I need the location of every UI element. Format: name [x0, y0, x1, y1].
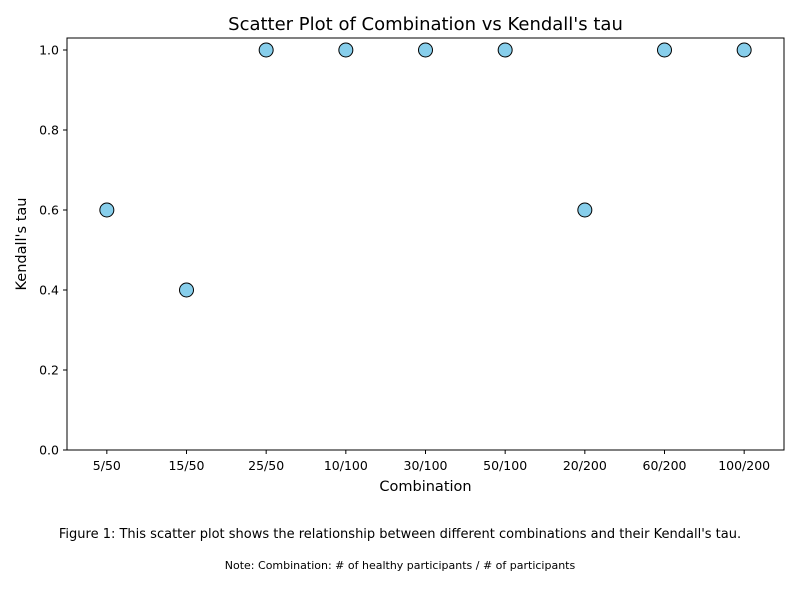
- y-tick-label: 0.2: [39, 363, 59, 378]
- chart-title: Scatter Plot of Combination vs Kendall's…: [228, 14, 623, 35]
- x-tick-label: 10/100: [324, 458, 368, 473]
- data-point: [736, 42, 752, 58]
- data-point: [338, 42, 354, 58]
- y-axis-label: Kendall's tau: [14, 198, 30, 291]
- y-tick-label: 0.0: [39, 443, 59, 458]
- data-points: [99, 42, 752, 298]
- x-tick-label: 15/50: [168, 458, 204, 473]
- y-tick-label: 0.8: [39, 123, 59, 138]
- y-axis: 0.0 0.2 0.4 0.6 0.8 1.0: [39, 43, 67, 458]
- data-point: [657, 42, 672, 58]
- data-point: [179, 282, 194, 298]
- x-tick-label: 20/200: [563, 458, 607, 473]
- x-tick-label: 100/200: [718, 458, 770, 473]
- data-point: [258, 42, 274, 58]
- y-tick-label: 0.6: [39, 203, 59, 218]
- x-tick-label: 50/100: [483, 458, 527, 473]
- x-axis-label: Combination: [379, 479, 471, 495]
- plot-frame: [66, 37, 785, 451]
- x-tick-label: 60/200: [643, 458, 687, 473]
- scatter-chart: Scatter Plot of Combination vs Kendall's…: [14, 14, 785, 495]
- x-tick-label: 30/100: [404, 458, 448, 473]
- x-tick-label: 25/50: [248, 458, 284, 473]
- x-tick-label: 5/50: [93, 458, 121, 473]
- x-axis: 5/50 15/50 25/50 10/100 30/100 50/100 20/200 60…: [93, 450, 770, 473]
- figure-caption: Figure 1: This scatter plot shows the re…: [58, 527, 742, 542]
- figure-note: Note: Combination: # of healthy particip…: [224, 559, 576, 572]
- data-point: [497, 42, 513, 58]
- y-tick-label: 0.4: [39, 283, 59, 298]
- data-point: [99, 202, 115, 218]
- data-point: [418, 42, 433, 58]
- y-tick-label: 1.0: [39, 43, 59, 58]
- data-point: [577, 202, 593, 218]
